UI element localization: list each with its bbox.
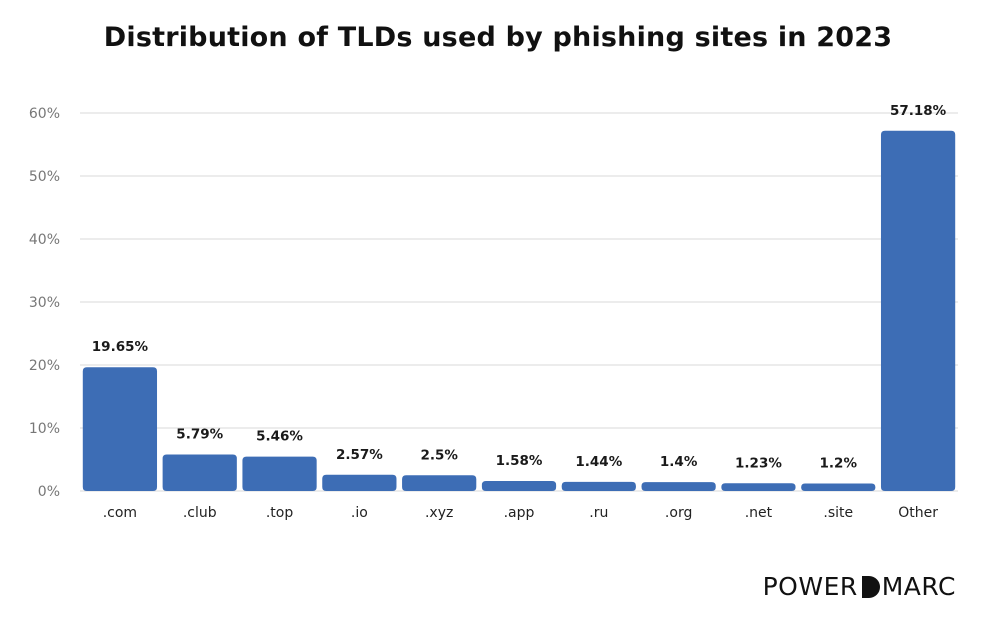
category-label: .net	[745, 505, 773, 521]
data-label: 1.58%	[496, 453, 543, 469]
category-label: .site	[823, 505, 853, 521]
logo-text-power: POWER	[762, 572, 858, 601]
y-axis-ticks: 0% 10% 20% 30% 40% 50% 60%	[29, 106, 60, 500]
data-label: 1.4%	[660, 454, 698, 470]
bar	[561, 481, 636, 491]
data-label: 57.18%	[890, 103, 947, 119]
data-label: 2.57%	[336, 447, 383, 463]
logo-text-marc: MARC	[881, 572, 956, 601]
bar	[801, 483, 876, 491]
bar	[322, 474, 397, 491]
y-tick-label: 60%	[29, 106, 60, 122]
category-label: .app	[504, 505, 535, 521]
category-label: .xyz	[425, 505, 453, 521]
data-label: 5.46%	[256, 429, 303, 445]
bar	[162, 454, 237, 491]
bar	[242, 456, 317, 491]
bar	[481, 481, 557, 491]
data-label: 1.23%	[735, 455, 782, 471]
category-label: .club	[183, 505, 217, 521]
y-tick-label: 0%	[38, 484, 60, 500]
y-tick-label: 50%	[29, 169, 60, 185]
category-label: .com	[103, 505, 137, 521]
data-label: 2.5%	[420, 447, 458, 463]
logo-d-mark-icon	[861, 575, 880, 598]
bar	[880, 130, 956, 492]
powerdmarc-logo: POWER MARC	[763, 572, 956, 601]
y-tick-label: 10%	[29, 421, 60, 437]
bar	[82, 367, 158, 491]
bar	[641, 482, 716, 491]
data-label: 5.79%	[176, 427, 223, 443]
chart-title: Distribution of TLDs used by phishing si…	[103, 22, 893, 53]
bar	[721, 483, 796, 491]
bar	[402, 475, 477, 491]
category-label: .io	[351, 505, 368, 521]
data-label: 1.44%	[575, 454, 622, 470]
category-label: .top	[266, 505, 294, 521]
y-tick-label: 20%	[29, 358, 60, 374]
category-label: Other	[898, 505, 938, 521]
data-label: 19.65%	[92, 339, 149, 355]
bars	[82, 130, 956, 492]
category-label: .ru	[589, 505, 608, 521]
category-label: .org	[665, 505, 692, 521]
x-axis-categories: .com .club .top .io .xyz .app .ru .org .net .site…	[103, 505, 938, 521]
data-labels: 19.65% 5.79% 5.46% 2.57% 2.5% 1.58% 1.44% 1.4% 1…	[92, 103, 947, 472]
y-tick-label: 40%	[29, 232, 60, 248]
y-tick-label: 30%	[29, 295, 60, 311]
data-label: 1.2%	[820, 455, 858, 471]
